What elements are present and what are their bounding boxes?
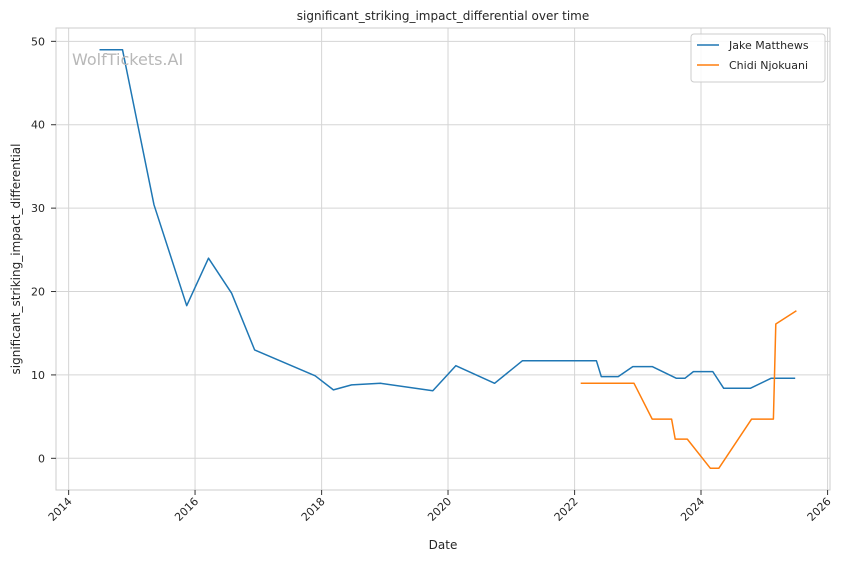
- legend-label: Chidi Njokuani: [729, 59, 808, 72]
- chart-title: significant_striking_impact_differential…: [297, 9, 589, 23]
- series-layer: [99, 48, 797, 470]
- legend-label: Jake Matthews: [728, 39, 809, 52]
- series-line: [99, 48, 796, 392]
- y-axis-title: significant_striking_impact_differential: [9, 144, 23, 375]
- y-tick-label: 20: [31, 286, 45, 299]
- series-line: [580, 310, 797, 470]
- y-tick-label: 10: [31, 369, 45, 382]
- y-tick-label: 50: [31, 35, 45, 48]
- y-tick-label: 40: [31, 119, 45, 132]
- y-tick-label: 30: [31, 202, 45, 215]
- legend: Jake Matthews Chidi Njokuani: [690, 33, 826, 83]
- watermark-text: WolfTickets.AI: [72, 50, 183, 69]
- plot-area-frame: [55, 27, 831, 491]
- x-axis-title: Date: [429, 538, 458, 552]
- legend-box: [690, 33, 826, 83]
- y-tick-label: 0: [38, 452, 45, 465]
